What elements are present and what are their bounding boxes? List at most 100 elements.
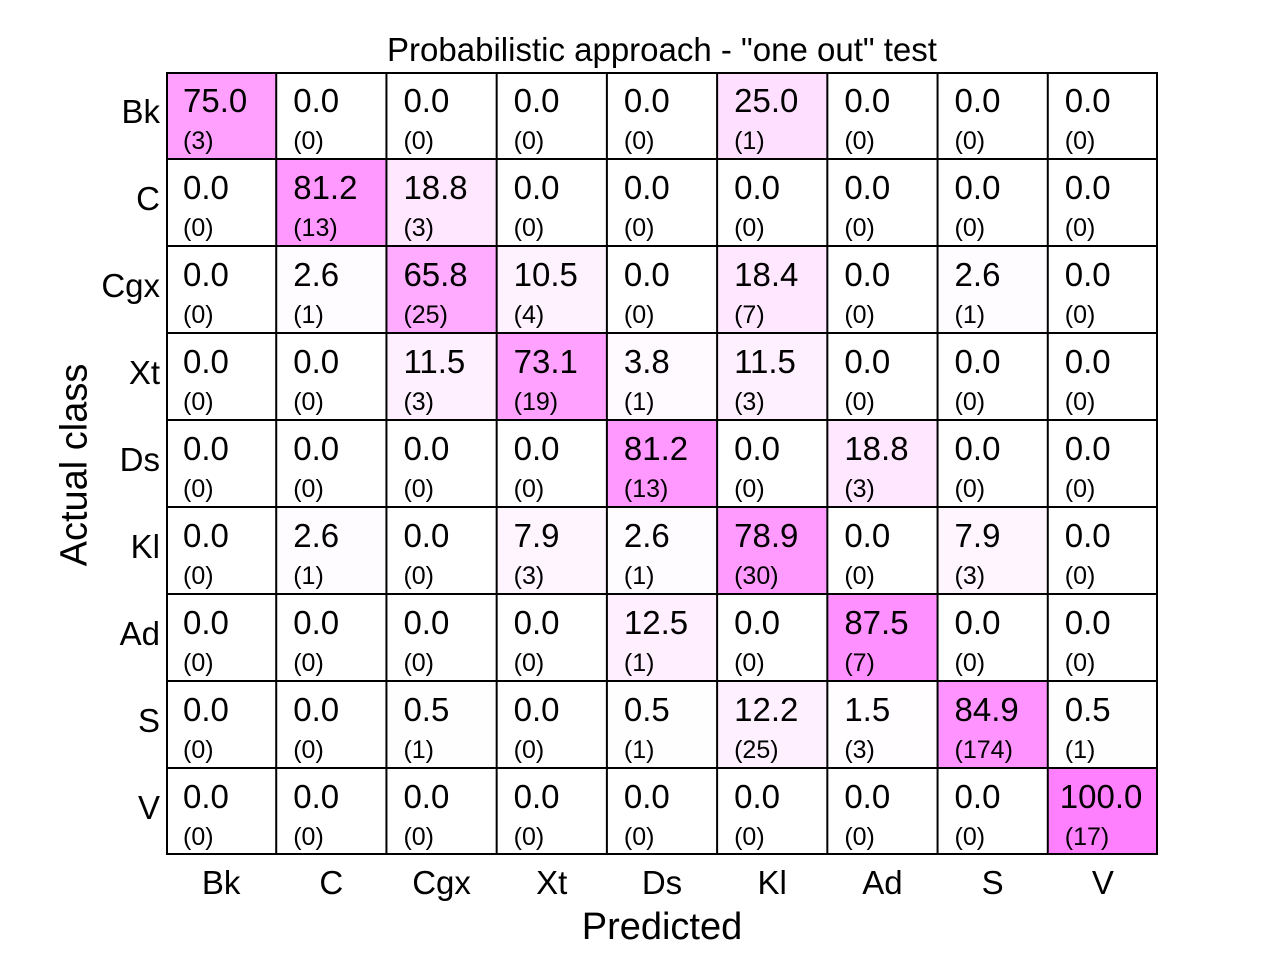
cell-percentage: 0.0 bbox=[183, 604, 229, 641]
chart-title: Probabilistic approach - "one out" test bbox=[387, 31, 937, 68]
matrix-cell: 0.0 (0) bbox=[276, 768, 387, 855]
cell-count: (0) bbox=[1064, 214, 1096, 242]
cell-percentage: 0.0 bbox=[734, 604, 780, 641]
cell-count: (0) bbox=[1064, 562, 1096, 590]
cell-percentage: 0.0 bbox=[293, 604, 340, 641]
cell-count: (174) bbox=[954, 736, 1013, 764]
matrix-cell: 0.0 (0) bbox=[827, 246, 938, 333]
matrix-cell: 0.0 (0) bbox=[276, 681, 387, 768]
cell-percentage: 0.0 bbox=[623, 169, 670, 206]
cell-count: (0) bbox=[1064, 127, 1096, 155]
cell-count: (0) bbox=[293, 388, 324, 416]
matrix-cell: 0.0 (0) bbox=[827, 72, 938, 159]
cell-count: (0) bbox=[1064, 649, 1096, 677]
cell-count: (0) bbox=[623, 127, 655, 155]
cell-count: (0) bbox=[183, 214, 214, 242]
matrix-cell: 65.8 (25) bbox=[386, 246, 497, 333]
cell-percentage: 25.0 bbox=[734, 82, 799, 119]
matrix-cell: 7.9 (3) bbox=[496, 507, 607, 594]
matrix-cell: 10.5 (4) bbox=[496, 246, 607, 333]
cell-percentage: 65.8 bbox=[403, 256, 468, 293]
cell-percentage: 0.0 bbox=[954, 604, 1001, 641]
row-label: Bk bbox=[121, 92, 160, 130]
matrix-cell: 12.5 (1) bbox=[606, 594, 718, 681]
matrix-cell: 1.5 (3) bbox=[827, 681, 938, 768]
matrix-cell: 11.5 (3) bbox=[386, 333, 497, 420]
cell-count: (7) bbox=[844, 649, 875, 677]
cell-count: (0) bbox=[513, 127, 545, 155]
cell-percentage: 18.8 bbox=[403, 169, 468, 206]
cell-count: (0) bbox=[183, 649, 214, 677]
cell-count: (0) bbox=[183, 736, 214, 764]
x-axis-label: Predicted bbox=[581, 906, 743, 948]
matrix-cell: 0.0 (0) bbox=[496, 594, 607, 681]
matrix-cell: 0.0 (0) bbox=[496, 159, 607, 246]
cell-count: (1) bbox=[734, 127, 765, 155]
cell-percentage: 81.2 bbox=[293, 169, 358, 206]
cell-percentage: 84.9 bbox=[954, 691, 1019, 728]
cell-count: (13) bbox=[623, 475, 669, 503]
cell-count: (0) bbox=[513, 649, 545, 677]
cell-percentage: 0.5 bbox=[403, 691, 450, 728]
cell-percentage: 0.0 bbox=[403, 604, 450, 641]
cell-percentage: 2.6 bbox=[293, 256, 340, 293]
matrix-cell: 0.0 (0) bbox=[1047, 507, 1158, 594]
cell-count: (1) bbox=[623, 388, 655, 416]
cell-count: (3) bbox=[844, 736, 875, 764]
cell-count: (7) bbox=[734, 301, 765, 329]
matrix-cell: 11.5 (3) bbox=[717, 333, 828, 420]
cell-percentage: 0.0 bbox=[183, 691, 229, 728]
cell-count: (4) bbox=[513, 301, 545, 329]
cell-percentage: 0.0 bbox=[183, 256, 229, 293]
matrix-cell: 0.0 (0) bbox=[937, 159, 1048, 246]
cell-percentage: 0.0 bbox=[403, 778, 450, 815]
cell-count: (0) bbox=[954, 475, 986, 503]
matrix-cell: 0.0 (0) bbox=[606, 72, 718, 159]
matrix-cell: 0.0 (0) bbox=[276, 333, 387, 420]
cell-percentage: 0.0 bbox=[1064, 604, 1111, 641]
column-label: V bbox=[1091, 864, 1114, 901]
cell-count: (0) bbox=[403, 475, 434, 503]
cell-percentage: 0.0 bbox=[954, 778, 1001, 815]
cell-count: (0) bbox=[844, 214, 875, 242]
matrix-cell: 0.0 (0) bbox=[166, 246, 277, 333]
cell-count: (0) bbox=[293, 127, 324, 155]
matrix-cell: 0.0 (0) bbox=[827, 159, 938, 246]
cell-percentage: 0.0 bbox=[844, 82, 891, 119]
cell-percentage: 0.0 bbox=[734, 169, 780, 206]
column-label: Ad bbox=[862, 864, 903, 901]
cell-percentage: 7.9 bbox=[513, 517, 560, 554]
matrix-cell: 0.0 (0) bbox=[717, 594, 828, 681]
cell-count: (0) bbox=[1064, 301, 1096, 329]
cell-count: (0) bbox=[844, 388, 875, 416]
cell-count: (0) bbox=[183, 388, 214, 416]
cell-count: (0) bbox=[513, 475, 545, 503]
cell-count: (0) bbox=[734, 823, 765, 851]
cell-count: (0) bbox=[623, 301, 655, 329]
matrix-cell: 0.5 (1) bbox=[606, 681, 718, 768]
cell-percentage: 0.0 bbox=[513, 430, 560, 467]
cell-count: (30) bbox=[734, 562, 779, 590]
matrix-cell: 0.0 (0) bbox=[717, 159, 828, 246]
matrix-cell: 12.2 (25) bbox=[717, 681, 828, 768]
matrix-cell: 0.0 (0) bbox=[717, 420, 828, 507]
matrix-cell: 0.0 (0) bbox=[166, 333, 277, 420]
cell-percentage: 87.5 bbox=[844, 604, 909, 641]
cell-count: (1) bbox=[293, 301, 324, 329]
matrix-cell: 0.5 (1) bbox=[386, 681, 497, 768]
cell-percentage: 0.0 bbox=[954, 82, 1001, 119]
cell-count: (0) bbox=[623, 823, 655, 851]
cell-count: (0) bbox=[954, 214, 986, 242]
cell-count: (1) bbox=[623, 736, 655, 764]
matrix-cell: 78.9 (30) bbox=[717, 507, 828, 594]
matrix-cell: 0.0 (0) bbox=[166, 681, 277, 768]
cell-count: (1) bbox=[403, 736, 434, 764]
matrix-cell: 81.2 (13) bbox=[276, 159, 387, 246]
cell-percentage: 0.0 bbox=[1064, 517, 1111, 554]
cell-count: (1) bbox=[954, 301, 986, 329]
matrix-cell: 0.0 (0) bbox=[496, 72, 607, 159]
cell-percentage: 0.0 bbox=[1064, 430, 1111, 467]
row-label: C bbox=[136, 179, 160, 217]
matrix-cell: 81.2 (13) bbox=[606, 420, 718, 507]
matrix-cell: 0.0 (0) bbox=[276, 594, 387, 681]
